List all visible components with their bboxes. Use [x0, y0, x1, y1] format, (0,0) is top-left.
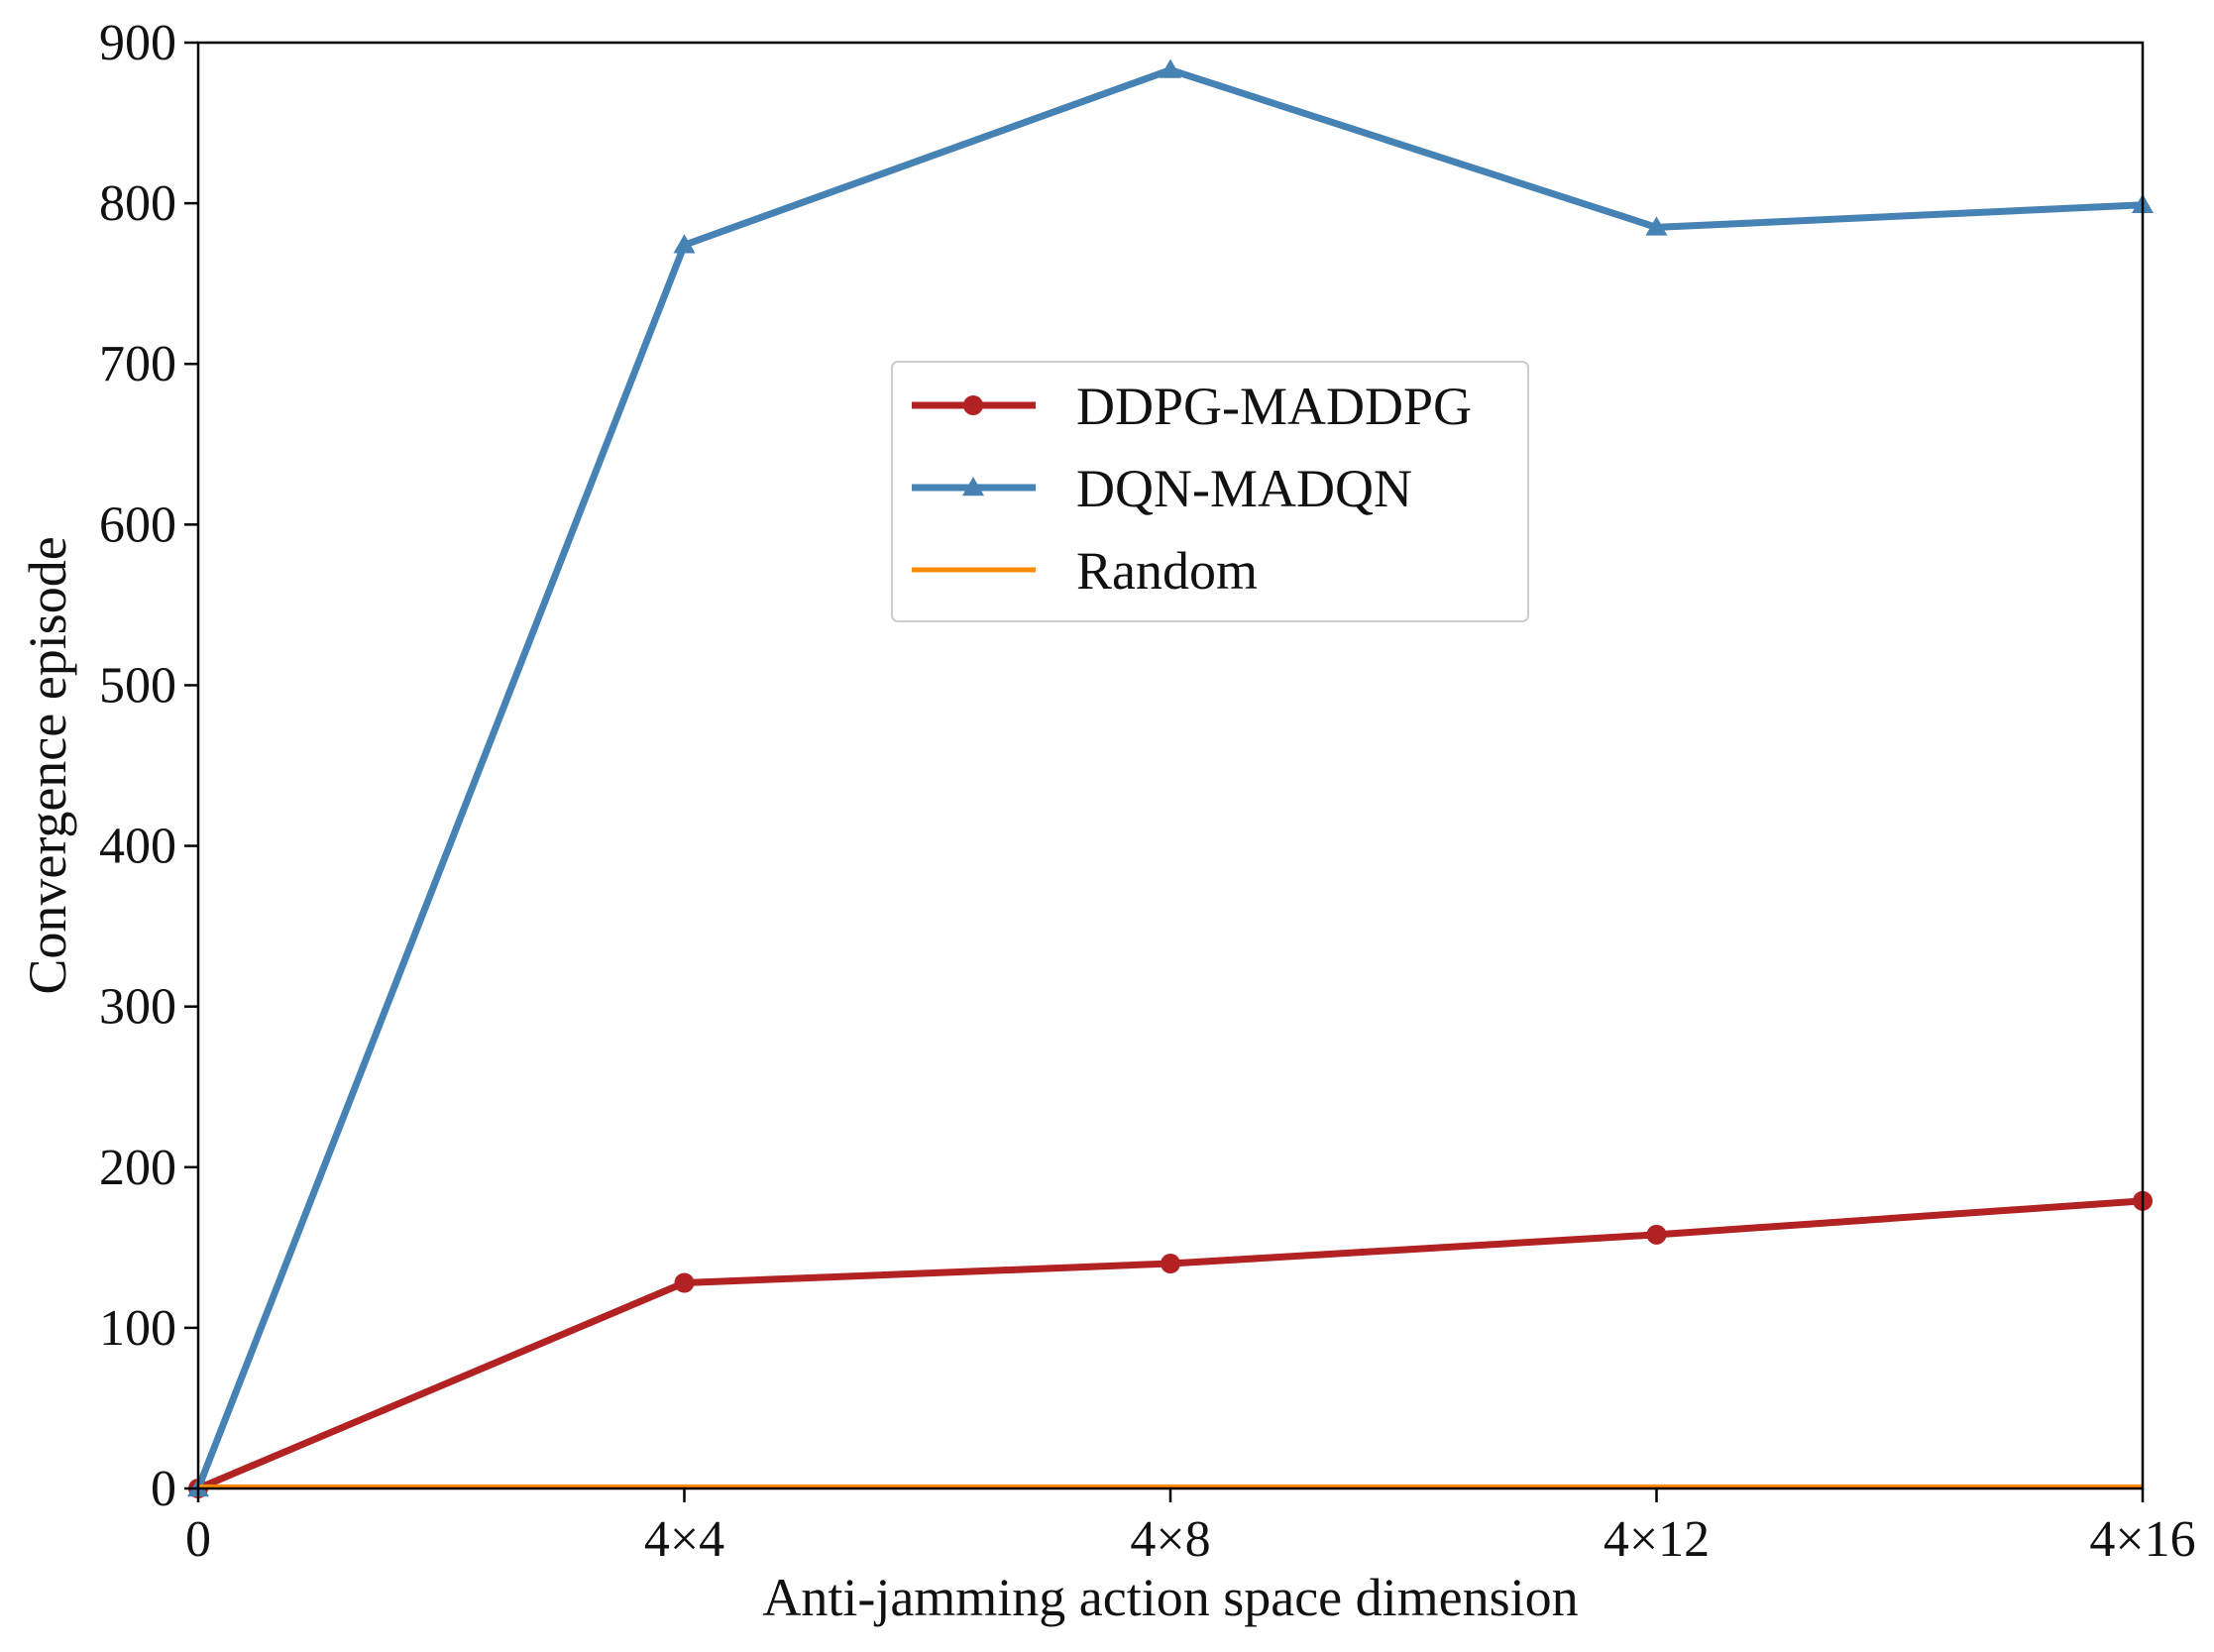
x-tick-label: 4×12 [1604, 1511, 1710, 1568]
y-tick-label: 700 [99, 336, 176, 392]
data-point-ddpg-maddpg [674, 1272, 695, 1293]
y-tick-label: 0 [151, 1461, 176, 1517]
y-tick-label: 900 [99, 15, 176, 71]
legend-label-ddpg-maddpg: DDPG-MADDPG [1076, 377, 1472, 436]
data-point-dqn-madqn [1160, 58, 1181, 78]
y-tick-label: 300 [99, 979, 176, 1036]
legend-marker-dqn-madqn [962, 477, 984, 496]
y-axis-label: Convergence episode [18, 536, 77, 994]
x-tick-label: 0 [185, 1511, 211, 1568]
y-tick-label: 200 [99, 1140, 176, 1196]
y-tick-label: 100 [99, 1300, 176, 1357]
data-point-dqn-madqn [673, 234, 696, 254]
data-point-dqn-madqn [1645, 216, 1668, 236]
y-tick-label: 600 [99, 496, 176, 553]
x-tick-label: 4×16 [2089, 1511, 2195, 1568]
series-line-dqn-madqn [194, 66, 2144, 1490]
legend-label-dqn-madqn: DQN-MADQN [1076, 459, 1412, 518]
x-tick-label: 4×8 [1130, 1511, 1210, 1568]
x-tick-label: 4×4 [644, 1511, 724, 1568]
legend-box [891, 361, 1529, 622]
x-axis-label: Anti-jamming action space dimension [762, 1568, 1578, 1627]
legend-marker-ddpg-maddpg [963, 395, 983, 415]
y-tick-label: 400 [99, 819, 176, 875]
data-point-ddpg-maddpg [1646, 1224, 1667, 1245]
data-point-ddpg-maddpg [1161, 1254, 1180, 1274]
legend-label-random: Random [1076, 541, 1258, 601]
series-line-ddpg-maddpg [196, 1197, 2144, 1492]
plot-area [187, 58, 2154, 1498]
y-tick-label: 800 [99, 175, 176, 232]
y-tick-label: 500 [99, 657, 176, 714]
axes: 0 100 200 300 400 500 600 700 800 900 0 4×4 4×8 4×12 4… [99, 15, 2196, 1568]
legend: DDPG-MADDPG DQN-MADQN Random [891, 361, 1529, 622]
